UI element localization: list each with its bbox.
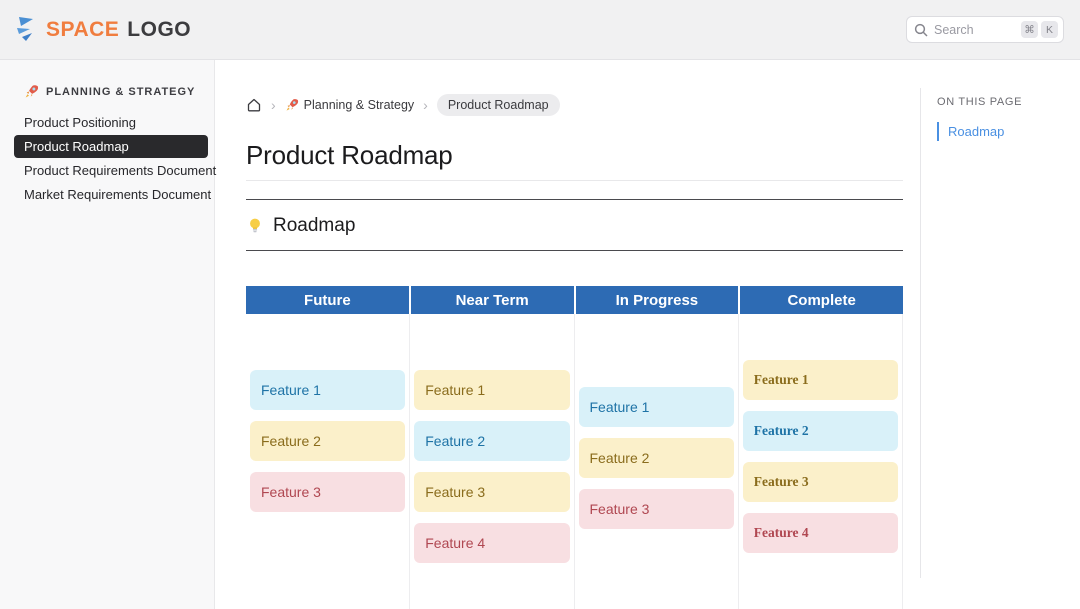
feature-card[interactable]: Feature 1 — [250, 370, 406, 410]
feature-card[interactable]: Feature 2 — [578, 438, 734, 478]
feature-card[interactable]: Feature 2 — [414, 421, 570, 461]
logo-mark-icon — [16, 16, 40, 44]
search-input[interactable] — [934, 22, 1018, 37]
feature-card[interactable]: Feature 1 — [414, 370, 570, 410]
sidebar-section-label: PLANNING & STRATEGY — [46, 85, 196, 98]
sidebar-item-product-requirements-document[interactable]: Product Requirements Document — [24, 163, 217, 178]
breadcrumb-current-page[interactable]: Product Roadmap — [436, 94, 560, 116]
roadmap-board: Future Near Term In Progress Complete Fe… — [246, 286, 903, 609]
board-column-future: Feature 1 Feature 2 Feature 3 — [246, 314, 411, 609]
column-header-future: Future — [246, 286, 409, 314]
sidebar-item-product-roadmap[interactable]: Product Roadmap — [14, 135, 208, 158]
feature-card[interactable]: Feature 1 — [578, 387, 734, 427]
on-this-page-rail: ON THIS PAGE Roadmap — [903, 60, 1080, 609]
section-heading-label: Roadmap — [273, 215, 356, 236]
divider — [246, 199, 903, 200]
sidebar: PLANNING & STRATEGY Product Positioning … — [0, 60, 217, 609]
feature-card[interactable]: Feature 3 — [578, 489, 734, 529]
sidebar-item-market-requirements-document[interactable]: Market Requirements Document — [24, 187, 212, 202]
board-body: Feature 1 Feature 2 Feature 3 Feature 1 … — [246, 314, 903, 609]
breadcrumb: › Planning & Strategy › Product Roadmap — [246, 94, 903, 116]
on-this-page-link-roadmap[interactable]: Roadmap — [937, 122, 1080, 141]
column-header-in-progress: In Progress — [575, 286, 739, 314]
main-content: › Planning & Strategy › Product Roadmap … — [215, 60, 903, 609]
kbd-k: K — [1041, 21, 1058, 38]
board-column-complete: Feature 1 Feature 2 Feature 3 Feature 4 — [739, 314, 902, 609]
topbar: SPACE LOGO ⌘ K — [0, 0, 1080, 60]
rail-inner: ON THIS PAGE Roadmap — [920, 88, 1080, 578]
feature-card[interactable]: Feature 1 — [742, 360, 898, 400]
breadcrumb-separator: › — [271, 97, 276, 113]
board-column-near-term: Feature 1 Feature 2 Feature 3 Feature 4 — [410, 314, 575, 609]
logo-word-space: SPACE — [46, 17, 120, 41]
feature-card[interactable]: Feature 3 — [742, 462, 898, 502]
column-header-near-term: Near Term — [410, 286, 574, 314]
breadcrumb-planning-strategy[interactable]: Planning & Strategy — [285, 98, 415, 112]
logo-word-logo: LOGO — [127, 17, 192, 41]
home-icon[interactable] — [246, 97, 262, 113]
board-column-in-progress: Feature 1 Feature 2 Feature 3 — [575, 314, 739, 609]
lightbulb-icon — [246, 217, 264, 235]
breadcrumb-label: Planning & Strategy — [303, 98, 415, 112]
sidebar-nav: Product Positioning Product Roadmap Prod… — [14, 111, 217, 206]
divider — [246, 250, 903, 251]
feature-card[interactable]: Feature 4 — [742, 513, 898, 553]
feature-card[interactable]: Feature 3 — [250, 472, 406, 512]
rocket-icon — [285, 98, 299, 112]
breadcrumb-separator: › — [423, 97, 428, 113]
board-header-row: Future Near Term In Progress Complete — [246, 286, 903, 314]
feature-card[interactable]: Feature 2 — [250, 421, 406, 461]
sidebar-item-product-positioning[interactable]: Product Positioning — [24, 115, 137, 130]
feature-card[interactable]: Feature 2 — [742, 411, 898, 451]
rocket-icon — [24, 84, 39, 99]
section-heading-roadmap: Roadmap — [246, 215, 903, 237]
page-title: Product Roadmap — [246, 140, 903, 181]
feature-card[interactable]: Feature 3 — [414, 472, 570, 512]
search-box[interactable]: ⌘ K — [906, 16, 1064, 43]
kbd-cmd: ⌘ — [1021, 21, 1038, 38]
search-icon — [914, 23, 928, 37]
feature-card[interactable]: Feature 4 — [414, 523, 570, 563]
app-logo[interactable]: SPACE LOGO — [16, 16, 191, 44]
column-header-complete: Complete — [740, 286, 903, 314]
sidebar-section-header[interactable]: PLANNING & STRATEGY — [14, 84, 214, 99]
on-this-page-label: ON THIS PAGE — [937, 96, 1023, 108]
